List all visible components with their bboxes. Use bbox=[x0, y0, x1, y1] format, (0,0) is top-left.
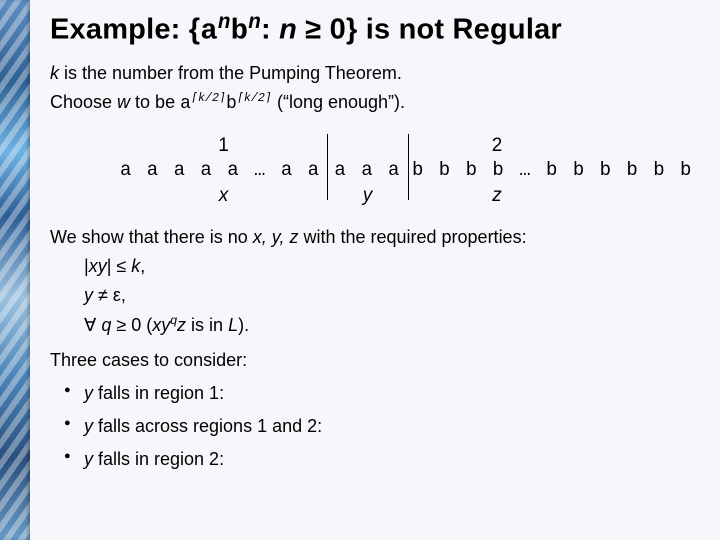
choose-tail: (“long enough”). bbox=[272, 92, 405, 112]
title-n: n bbox=[279, 14, 297, 46]
var-k: k bbox=[50, 63, 59, 83]
show-a: We show that there is no bbox=[50, 227, 253, 247]
case-2: y falls across regions 1 and 2: bbox=[50, 415, 698, 438]
title-exp2: n bbox=[248, 12, 261, 35]
cond-3: ∀ q ≥ 0 (xyqz is in L). bbox=[84, 313, 698, 337]
slide-body: k is the number from the Pumping Theorem… bbox=[50, 62, 698, 471]
line-choose: Choose w to be a⌈k/2⌉b⌈k/2⌉ (“long enoug… bbox=[50, 91, 698, 116]
show-xyz: x, y, z bbox=[253, 227, 299, 247]
case3-rest: falls in region 2: bbox=[93, 449, 224, 469]
choose-e2: ⌈k/2⌉ bbox=[237, 91, 272, 105]
cond-1: |xy| ≤ k, bbox=[84, 255, 698, 278]
var-w: w bbox=[117, 92, 130, 112]
case-3: y falls in region 2: bbox=[50, 448, 698, 471]
title-colon: : bbox=[261, 14, 279, 46]
slide-content: Example: {anbn: n ≥ 0} is not Regular k … bbox=[50, 12, 698, 481]
choose-e1: ⌈k/2⌉ bbox=[191, 91, 226, 105]
c3-forall: ∀ bbox=[84, 315, 101, 335]
string-a: a a a a a … a a a a a bbox=[120, 158, 408, 182]
c3-end: ). bbox=[238, 315, 249, 335]
case2-y: y bbox=[84, 416, 93, 436]
case1-y: y bbox=[84, 383, 93, 403]
c3-ge: ≥ 0 ( bbox=[111, 315, 152, 335]
case3-y: y bbox=[84, 449, 93, 469]
para-show: We show that there is no x, y, z with th… bbox=[50, 226, 698, 249]
c1-b: | ≤ bbox=[107, 256, 132, 276]
title-pre: Example: { bbox=[50, 14, 200, 46]
title-exp1: n bbox=[218, 12, 231, 35]
c3-L: L bbox=[228, 315, 238, 335]
cond-2: y ≠ ε, bbox=[84, 284, 698, 307]
string-diagram: 1 2 a a a a a … a a a a a b b b b … b b … bbox=[120, 134, 580, 212]
c3-tail: is in bbox=[186, 315, 228, 335]
cases-label: Three cases to consider: bbox=[50, 349, 698, 372]
label-z: z bbox=[408, 184, 586, 208]
choose-s2: b bbox=[226, 94, 237, 114]
choose-a: Choose bbox=[50, 92, 117, 112]
label-x: x bbox=[120, 184, 327, 208]
line-k: k is the number from the Pumping Theorem… bbox=[50, 62, 698, 85]
c3-z: z bbox=[177, 315, 186, 335]
choose-s1: a bbox=[180, 94, 191, 114]
choose-b: to be bbox=[130, 92, 180, 112]
title-rest: ≥ 0} is not Regular bbox=[297, 14, 562, 46]
title-seq-a: a bbox=[200, 15, 218, 48]
title-seq-b: b bbox=[231, 15, 249, 48]
case-1: y falls in region 1: bbox=[50, 382, 698, 405]
label-y: y bbox=[327, 184, 408, 208]
c3-q: q bbox=[101, 315, 111, 335]
c2-ne: ≠ ε, bbox=[93, 285, 126, 305]
c1-c: , bbox=[140, 256, 145, 276]
c3-y: y bbox=[161, 315, 170, 335]
slide-title: Example: {anbn: n ≥ 0} is not Regular bbox=[50, 12, 698, 48]
decor-left-strip bbox=[0, 0, 30, 540]
string-b: b b b b … b b b b b b bbox=[412, 158, 592, 182]
c3-x: x bbox=[152, 315, 161, 335]
case2-rest: falls across regions 1 and 2: bbox=[93, 416, 322, 436]
region-label-2: 2 bbox=[408, 134, 586, 158]
cases-list: y falls in region 1: y falls across regi… bbox=[50, 382, 698, 471]
slide: Example: {anbn: n ≥ 0} is not Regular k … bbox=[0, 0, 720, 540]
c1-xy: xy bbox=[89, 256, 107, 276]
show-b: with the required properties: bbox=[298, 227, 526, 247]
line-k-text: is the number from the Pumping Theorem. bbox=[59, 63, 402, 83]
region-label-1: 1 bbox=[120, 134, 327, 158]
c2-y: y bbox=[84, 285, 93, 305]
case1-rest: falls in region 1: bbox=[93, 383, 224, 403]
c1-k: k bbox=[131, 256, 140, 276]
